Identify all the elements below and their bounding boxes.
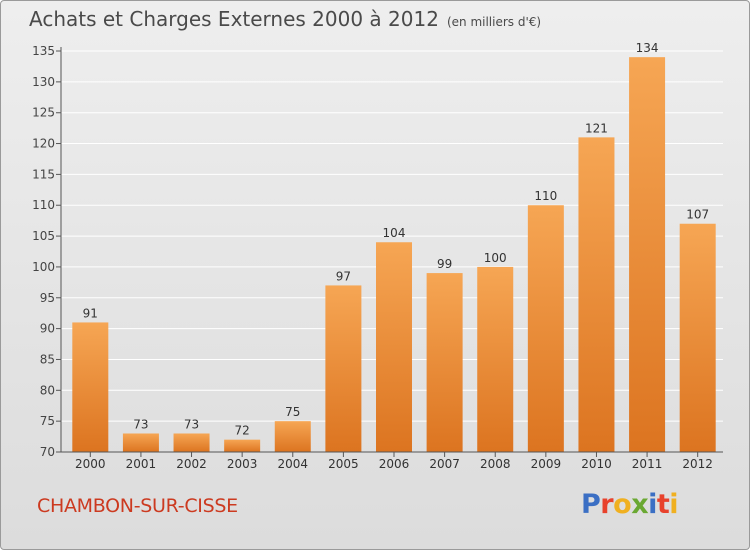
chart-title: Achats et Charges Externes 2000 à 2012 (e… (29, 7, 541, 31)
x-tick-label: 2003 (227, 457, 258, 471)
y-tick-label: 125 (32, 106, 55, 120)
data-label: 72 (235, 424, 250, 438)
bar (578, 137, 615, 452)
bar (679, 223, 716, 452)
bar (173, 433, 210, 452)
data-label: 134 (636, 41, 659, 55)
y-tick-label: 100 (32, 260, 55, 274)
bar (426, 273, 463, 452)
bar (72, 322, 109, 452)
y-tick-label: 85 (40, 352, 55, 366)
y-tick-label: 75 (40, 414, 55, 428)
data-label: 100 (484, 251, 507, 265)
x-tick-label: 2005 (328, 457, 359, 471)
bar (274, 421, 311, 452)
bar (325, 285, 362, 452)
x-tick-label: 2000 (75, 457, 106, 471)
data-label: 75 (285, 405, 300, 419)
data-label: 104 (383, 226, 406, 240)
logo-letter: r (600, 489, 614, 520)
y-tick-label: 90 (40, 322, 55, 336)
y-tick-label: 110 (32, 198, 55, 212)
y-tick-label: 105 (32, 229, 55, 243)
data-label: 121 (585, 121, 608, 135)
logo-letter: t (656, 489, 670, 520)
x-tick-label: 2008 (480, 457, 511, 471)
y-tick-label: 135 (32, 44, 55, 58)
chart-title-text: Achats et Charges Externes 2000 à 2012 (29, 7, 439, 31)
x-tick-label: 2007 (429, 457, 460, 471)
x-tick-label: 2009 (531, 457, 562, 471)
bar (477, 266, 514, 452)
data-label: 110 (534, 189, 557, 203)
data-label: 73 (184, 417, 199, 431)
data-label: 91 (83, 306, 98, 320)
bar (629, 57, 666, 453)
data-label: 107 (686, 208, 709, 222)
x-tick-label: 2004 (277, 457, 308, 471)
y-tick-label: 120 (32, 137, 55, 151)
y-tick-label: 70 (40, 445, 55, 459)
proxiti-logo[interactable]: Proxiti (581, 489, 679, 520)
logo-letter: x (631, 489, 649, 520)
x-tick-label: 2012 (682, 457, 713, 471)
data-label: 99 (437, 257, 452, 271)
bar (527, 205, 564, 452)
logo-letter: P (581, 489, 601, 520)
y-tick-label: 95 (40, 291, 55, 305)
data-label: 97 (336, 269, 351, 283)
x-tick-label: 2010 (581, 457, 612, 471)
axes (56, 47, 723, 457)
data-label: 73 (133, 417, 148, 431)
x-tick-label: 2006 (379, 457, 410, 471)
bar (376, 242, 412, 452)
y-tick-label: 80 (40, 383, 55, 397)
x-tick-label: 2002 (176, 457, 207, 471)
chart-subtitle: (en milliers d'€) (446, 15, 542, 29)
y-tick-label: 115 (32, 167, 55, 181)
bar (224, 439, 261, 452)
y-tick-label: 130 (32, 75, 55, 89)
logo-letter: i (648, 489, 657, 520)
commune-name: CHAMBON-SUR-CISSE (37, 495, 238, 517)
x-tick-label: 2011 (632, 457, 663, 471)
labels: 70 75 80 85 90 95 100 105 110 115 120 125 130 135 91 20… (32, 41, 713, 471)
bar (122, 433, 159, 452)
bars (72, 57, 716, 453)
logo-letter: o (613, 489, 632, 520)
logo-letter: i (669, 489, 679, 520)
x-tick-label: 2001 (126, 457, 157, 471)
